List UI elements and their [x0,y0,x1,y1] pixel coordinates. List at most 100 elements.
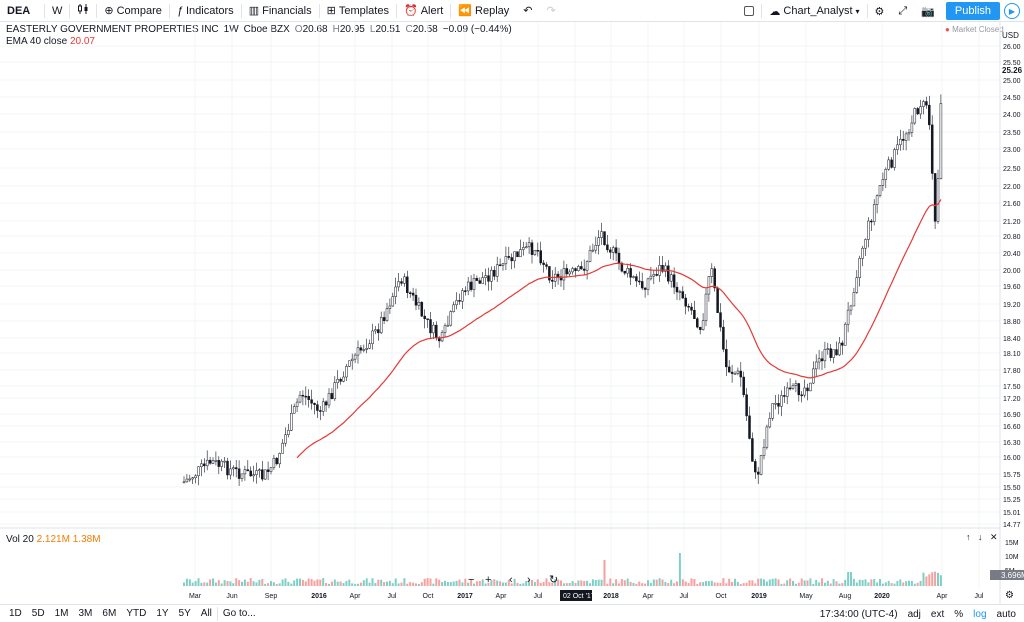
candle-body [826,348,830,350]
volume-bar [328,583,330,586]
volume-legend[interactable]: Vol 20 2.121M 1.38M [6,534,101,545]
candle-body [345,366,348,378]
candle-body [365,348,368,350]
volume-bar [777,579,780,586]
scroll-left-icon[interactable]: ‹ [509,574,513,586]
candle-body [809,382,812,392]
templates-button[interactable]: ⊞ Templates [320,0,396,22]
volume-bar [736,582,739,586]
volume-bar [760,578,763,586]
candle-body [617,252,621,264]
range-button-ytd[interactable]: YTD [126,608,147,619]
candle-body [339,378,342,382]
scroll-right-icon[interactable]: › [527,574,531,586]
candle-body [542,262,545,265]
ext-toggle[interactable]: ext [930,608,945,620]
log-toggle[interactable]: log [973,608,987,620]
range-button-5y[interactable]: 5Y [178,608,191,619]
volume-bar [504,582,507,586]
candle-body [643,287,647,290]
candle-body [327,393,331,406]
symbol-search[interactable]: DEA [7,4,31,17]
chart-canvas[interactable]: 26.00 25.50 25.00 24.50 24.00 23.50 23.00 22.50… [0,22,1024,604]
settings-button[interactable]: ⚙ [868,0,892,22]
axis-settings-icon[interactable]: ⚙ [1005,590,1014,601]
financials-button[interactable]: ▥ Financials [242,0,319,22]
fullscreen-toggle[interactable] [737,0,761,22]
close-icon[interactable]: ✕ [990,532,998,542]
expand-button[interactable]: ⤢ [891,0,914,22]
percent-toggle[interactable]: % [954,608,964,620]
range-button-1d[interactable]: 1D [9,608,22,619]
candle-body [922,101,925,107]
goto-button[interactable]: Go to... [222,608,256,619]
zoom-out-icon[interactable]: − [468,574,474,586]
volume-bar [565,583,568,586]
candle-body [478,280,482,284]
volume-bar [284,578,287,586]
candle-body [548,266,551,281]
alert-button[interactable]: ⏰ Alert [397,0,450,22]
volume-bar [571,581,574,586]
snapshot-button[interactable]: 📷 [914,0,942,22]
volume-bar [890,583,893,586]
volume-value-2: 1.38M [72,534,101,545]
candle-body [481,277,484,284]
zoom-in-icon[interactable]: + [485,574,491,586]
volume-bar [229,581,232,586]
range-button-all[interactable]: All [200,608,212,619]
range-button-5d[interactable]: 5D [31,608,45,619]
ema-legend[interactable]: EMA 40 close 20.07 [6,36,95,47]
indicators-button[interactable]: ƒ Indicators [170,0,241,22]
reset-icon[interactable]: ↻ [549,574,558,586]
chart-style-button[interactable] [70,0,96,22]
open-value: O20.68 [295,24,328,35]
play-button[interactable]: ▶ [1004,3,1020,19]
camera-icon: 📷 [921,5,935,18]
redo-button[interactable]: ↷ [539,0,562,22]
candle-body [707,276,711,295]
candle-body [287,430,290,435]
undo-button[interactable]: ↶ [516,0,539,22]
low-value: L20.51 [370,24,401,35]
interval-button[interactable]: W [52,4,63,17]
volume-bar [304,581,307,586]
layout-button[interactable]: ☁ Chart_Analyst ▾ [762,0,866,22]
indicators-label: Indicators [185,4,234,17]
volume-bar [919,580,922,586]
candle-body [333,382,337,400]
candle-body [626,268,629,274]
range-button-1y[interactable]: 1Y [156,608,169,619]
volume-bar [223,580,226,586]
candle-body [600,231,603,238]
replay-button[interactable]: ⏪ Replay [451,0,516,22]
volume-bar [818,582,821,586]
top-toolbar: DEA W ⊕ Compare ƒ Indicators ▥ Financial… [0,0,1024,22]
toolbar-divider [240,3,242,18]
move-up-icon[interactable]: ↑ [966,532,971,542]
volume-bar [322,578,325,586]
volume-bar [577,580,580,586]
adj-toggle[interactable]: adj [907,608,921,620]
volume-bar [296,578,299,586]
range-button-6m[interactable]: 6M [102,608,117,619]
range-button-3m[interactable]: 3M [78,608,93,619]
publish-button[interactable]: Publish [945,2,1000,20]
candle-body [272,458,276,468]
range-button-1m[interactable]: 1M [54,608,69,619]
candle-body [638,280,641,283]
open-number: 20.68 [302,24,328,35]
candle-body [435,324,438,338]
toolbar-divider [450,3,452,18]
auto-toggle[interactable]: auto [996,608,1016,620]
volume-bar [635,583,638,586]
compare-button[interactable]: ⊕ Compare [97,0,168,22]
time-tick-label: Aug [839,593,852,600]
move-down-icon[interactable]: ↓ [978,532,983,542]
toolbar-divider [216,606,218,621]
volume-bar [893,583,896,586]
volume-bar [473,583,475,586]
volume-bar [847,572,850,586]
candle-body [904,133,908,141]
ema-value: 20.07 [69,36,95,47]
